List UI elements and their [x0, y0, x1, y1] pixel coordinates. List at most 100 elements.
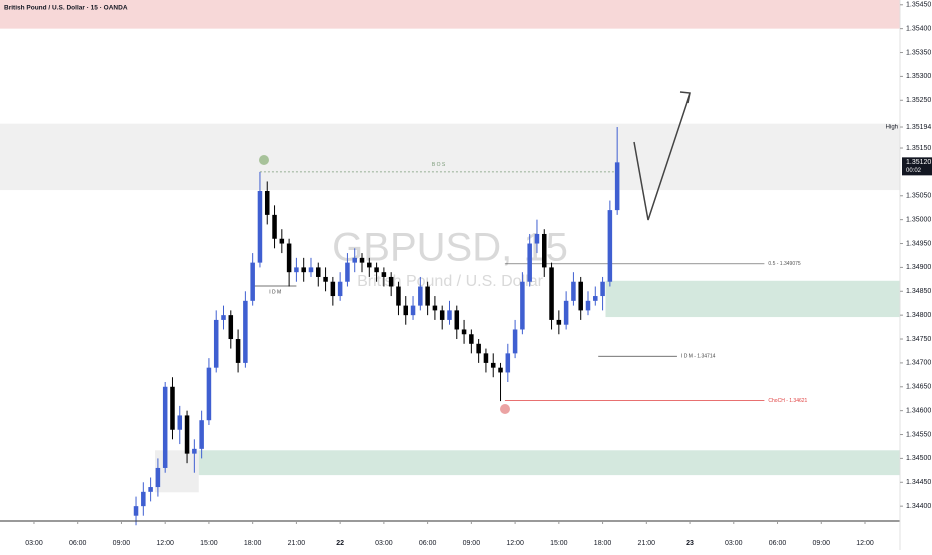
- zone: [198, 450, 901, 476]
- y-tick-label: 1.34700: [906, 360, 931, 367]
- candle-body: [279, 238, 285, 244]
- candle-body: [221, 315, 226, 320]
- candle-body: [323, 276, 328, 282]
- x-tick-label: 03:00: [25, 540, 43, 547]
- bos-marker: [259, 155, 269, 165]
- annotation-label: B O S: [432, 162, 446, 168]
- candle-body: [352, 257, 357, 263]
- candle-body: [374, 267, 379, 273]
- candle-body: [483, 353, 489, 363]
- x-tick-label: 09:00: [463, 540, 481, 547]
- candle-body: [498, 367, 503, 373]
- candle-body: [337, 281, 343, 297]
- chart-title: British Pound / U.S. Dollar · 15 · OANDA: [4, 5, 128, 12]
- y-tick-label: 1.35050: [906, 193, 931, 200]
- x-tick-label: 12:00: [156, 540, 174, 547]
- candle-body: [490, 362, 496, 368]
- annotation-label: I D M: [269, 289, 281, 295]
- candle-body: [148, 487, 153, 492]
- candle-body: [454, 310, 460, 330]
- candle-body: [571, 281, 576, 301]
- candle-body: [447, 310, 452, 320]
- x-tick-label: 23: [686, 540, 694, 547]
- y-tick-label: 1.35450: [906, 2, 931, 9]
- watermark-subtitle: British Pound / U.S. Dollar: [357, 273, 544, 290]
- candle-body: [396, 286, 401, 306]
- candle-body: [527, 243, 532, 282]
- candle-body: [243, 300, 248, 363]
- last-price-box: [902, 157, 932, 176]
- y-tick-label: 1.35150: [906, 145, 931, 152]
- candle-body: [257, 191, 263, 263]
- candle-body: [418, 286, 423, 306]
- candle-body: [381, 272, 387, 277]
- x-tick-label: 03:00: [725, 540, 743, 547]
- x-tick-label: 03:00: [375, 540, 393, 547]
- candle-body: [600, 281, 605, 297]
- candle-body: [199, 420, 204, 449]
- last-price-label: 1.35120: [906, 159, 931, 166]
- candle-body: [593, 296, 598, 301]
- candle-body: [367, 262, 372, 268]
- candle-body: [228, 315, 234, 340]
- candle-body: [403, 305, 409, 316]
- x-tick-label: 09:00: [113, 540, 131, 547]
- y-tick-label: 1.34750: [906, 336, 931, 343]
- candle-body: [345, 262, 350, 282]
- candle-body: [439, 310, 445, 320]
- candle-body: [432, 305, 438, 311]
- zone: [0, 123, 900, 191]
- candle-body: [607, 210, 613, 282]
- candle-body: [162, 386, 168, 468]
- candle-body: [272, 214, 277, 239]
- candle-body: [359, 257, 365, 263]
- y-tick-label: 1.34400: [906, 503, 931, 510]
- annotation-label: I D M - 1.34714: [681, 354, 716, 360]
- candle-body: [541, 233, 547, 268]
- y-tick-label: 1.34450: [906, 479, 931, 486]
- candle-body: [141, 491, 146, 507]
- x-tick-label: 22: [336, 540, 344, 547]
- x-tick-label: 06:00: [419, 540, 437, 547]
- x-tick-label: 18:00: [594, 540, 612, 547]
- arrow-head: [679, 91, 691, 104]
- high-label: High: [886, 125, 898, 131]
- candle-body: [286, 243, 292, 273]
- candle-body: [264, 191, 270, 215]
- candle-body: [476, 343, 481, 354]
- last-price-timer: 00:02: [906, 168, 922, 174]
- y-tick-label: 1.34550: [906, 431, 931, 438]
- candle-body: [155, 467, 161, 488]
- candle-body: [388, 276, 394, 287]
- candle-body: [585, 300, 591, 311]
- annotation-label: ChoCH - 1.34621: [768, 398, 807, 404]
- candle-body: [614, 162, 620, 211]
- x-tick-label: 15:00: [550, 540, 568, 547]
- candle-body: [301, 267, 306, 273]
- zone: [0, 0, 900, 29]
- candle-body: [461, 329, 467, 335]
- candle-body: [206, 367, 212, 421]
- candle-body: [184, 415, 190, 454]
- y-tick-label: 1.35350: [906, 49, 931, 56]
- candle-body: [563, 300, 569, 325]
- x-tick-label: 15:00: [200, 540, 218, 547]
- candle-body: [410, 305, 416, 316]
- candle-body: [308, 267, 314, 273]
- candle-body: [133, 506, 139, 516]
- x-tick-label: 21:00: [638, 540, 656, 547]
- y-tick-label: 1.35250: [906, 97, 931, 104]
- high-value: 1.35194: [906, 124, 931, 131]
- candle-body: [177, 415, 183, 430]
- y-tick-label: 1.34800: [906, 312, 931, 319]
- y-tick-label: 1.35300: [906, 73, 931, 80]
- x-tick-label: 18:00: [244, 540, 262, 547]
- x-tick-label: 21:00: [288, 540, 306, 547]
- choch-marker: [500, 404, 510, 414]
- x-tick-label: 09:00: [813, 540, 831, 547]
- x-tick-label: 12:00: [856, 540, 874, 547]
- candle-body: [505, 353, 511, 373]
- y-tick-label: 1.35000: [906, 216, 931, 223]
- zone: [154, 450, 199, 493]
